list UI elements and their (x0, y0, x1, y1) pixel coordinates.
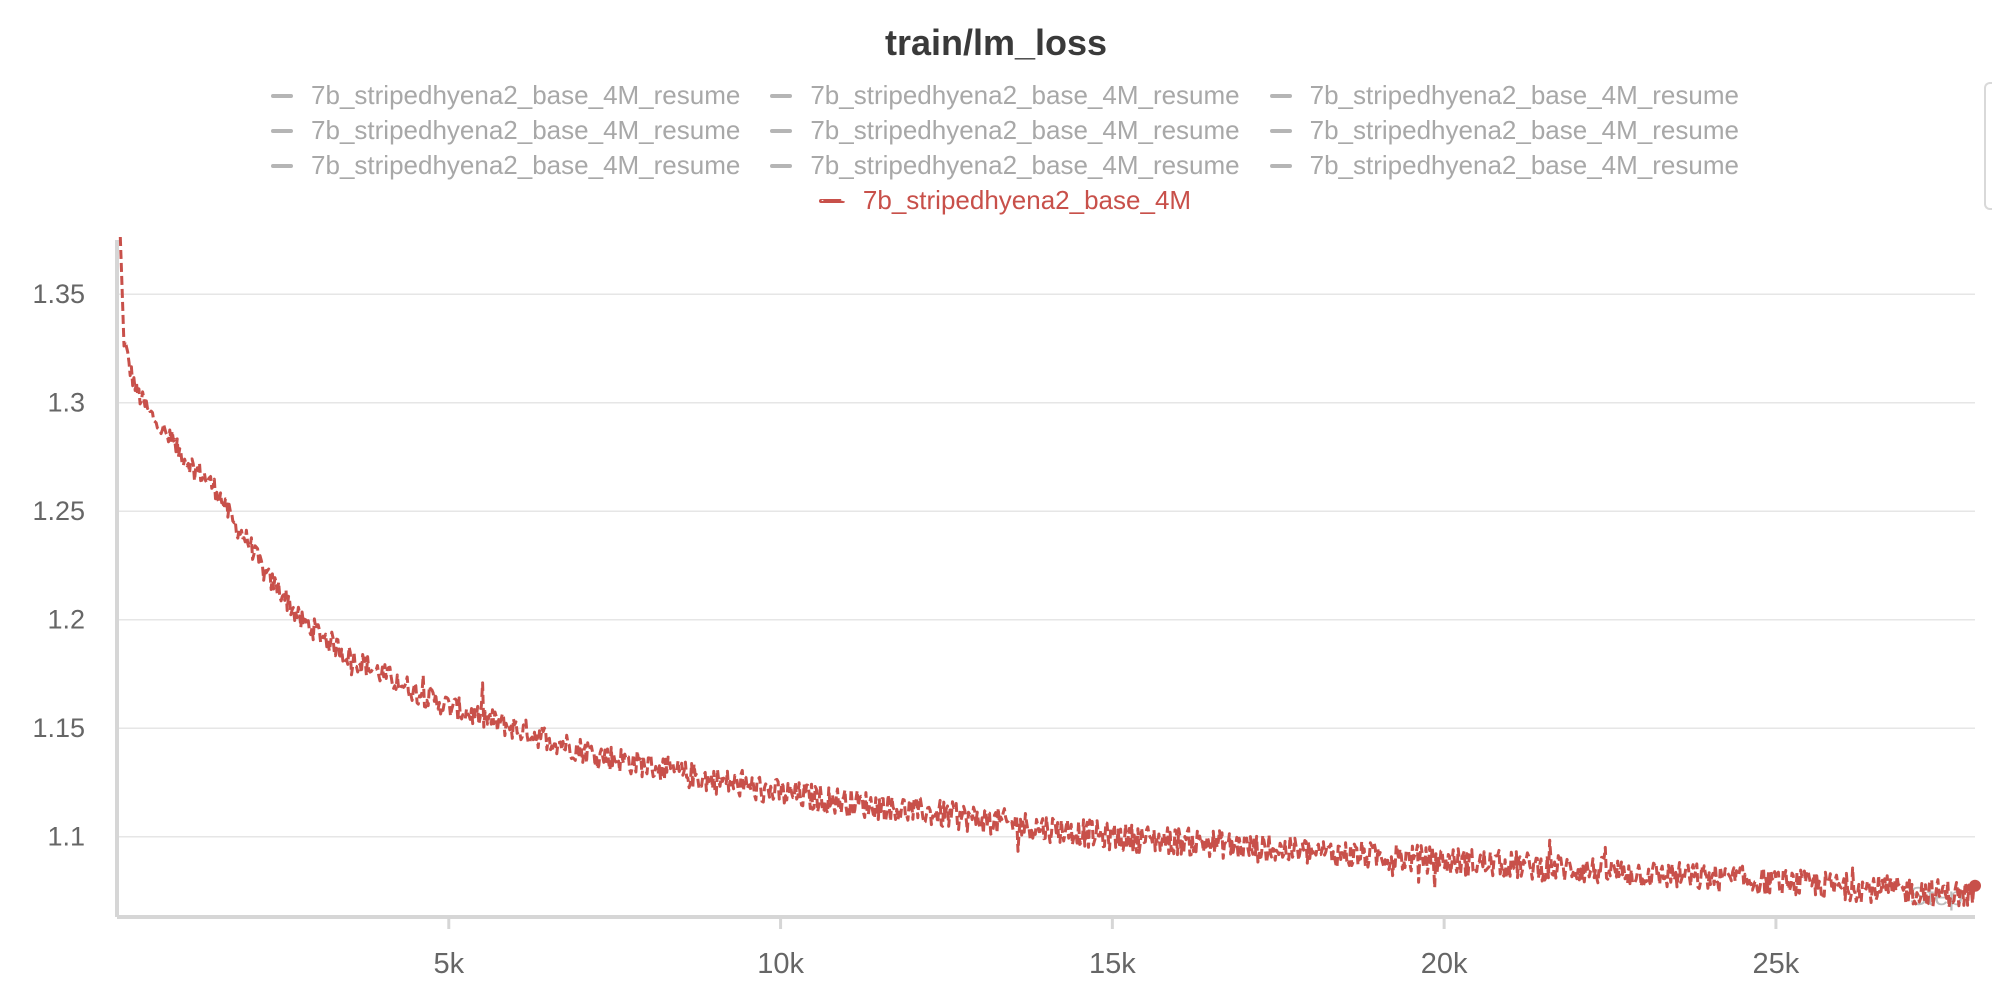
legend-item[interactable]: 7b_stripedhyena2_base_4M_resume (271, 80, 740, 111)
series-endpoint (1969, 879, 1981, 892)
legend-label: 7b_stripedhyena2_base_4M_resume (1309, 115, 1739, 145)
legend-swatch (1269, 128, 1292, 133)
legend-item[interactable]: 7b_stripedhyena2_base_4M_resume (1269, 80, 1739, 111)
legend-item[interactable]: 7b_stripedhyena2_base_4M_resume (1269, 115, 1739, 146)
legend-item[interactable]: 7b_stripedhyena2_base_4M_resume (271, 150, 740, 181)
legend-row: 7b_stripedhyena2_base_4M (210, 183, 1800, 218)
x-tick-label: 25k (1753, 948, 1800, 980)
legend-label: 7b_stripedhyena2_base_4M_resume (810, 80, 1240, 110)
legend-swatch (1269, 163, 1292, 168)
legend-swatch (271, 93, 294, 98)
legend-label: 7b_stripedhyena2_base_4M_resume (1309, 150, 1739, 180)
y-tick-label: 1.2 (47, 605, 85, 635)
y-tick-label: 1.3 (47, 388, 85, 418)
legend-label: 7b_stripedhyena2_base_4M_resume (311, 80, 741, 110)
legend-label: 7b_stripedhyena2_base_4M_resume (1309, 80, 1739, 110)
legend-label: 7b_stripedhyena2_base_4M_resume (810, 115, 1240, 145)
series-line (118, 236, 1975, 909)
legend-row: 7b_stripedhyena2_base_4M_resume 7b_stripe… (210, 113, 1800, 148)
legend-label: 7b_stripedhyena2_base_4M_resume (810, 150, 1240, 180)
scroll-handle[interactable] (1984, 82, 1992, 210)
legend-item[interactable]: 7b_stripedhyena2_base_4M_resume (770, 150, 1240, 181)
legend: 7b_stripedhyena2_base_4M_resume 7b_stripe… (210, 78, 1800, 218)
x-tick-label: 5k (433, 948, 464, 980)
legend-item[interactable]: 7b_stripedhyena2_base_4M_resume (770, 115, 1240, 146)
y-tick-label: 1.25 (32, 496, 85, 526)
legend-swatch (271, 128, 294, 133)
y-tick-label: 1.1 (47, 822, 85, 852)
legend-item[interactable]: 7b_stripedhyena2_base_4M_resume (1269, 150, 1739, 181)
chart-title: train/lm_loss (884, 22, 1108, 63)
legend-row: 7b_stripedhyena2_base_4M_resume 7b_stripe… (210, 148, 1800, 183)
legend-label: 7b_stripedhyena2_base_4M_resume (311, 150, 741, 180)
legend-item[interactable]: 7b_stripedhyena2_base_4M_resume (271, 115, 740, 146)
legend-swatch (770, 93, 793, 98)
legend-item[interactable]: 7b_stripedhyena2_base_4M_resume (770, 80, 1240, 111)
legend-item-active[interactable]: 7b_stripedhyena2_base_4M (818, 185, 1192, 216)
y-tick-label: 1.35 (32, 279, 85, 309)
legend-swatch (818, 198, 845, 203)
x-tick-label: 10k (757, 948, 804, 980)
legend-swatch (1269, 93, 1292, 98)
legend-swatch (271, 163, 294, 168)
legend-label: 7b_stripedhyena2_base_4M_resume (311, 115, 741, 145)
y-tick-label: 1.15 (32, 713, 85, 743)
legend-label: 7b_stripedhyena2_base_4M (862, 185, 1192, 215)
legend-row: 7b_stripedhyena2_base_4M_resume 7b_stripe… (210, 78, 1800, 113)
legend-swatch (770, 128, 793, 133)
x-tick-label: 15k (1089, 948, 1136, 980)
legend-swatch (770, 163, 793, 168)
x-tick-label: 20k (1421, 948, 1468, 980)
